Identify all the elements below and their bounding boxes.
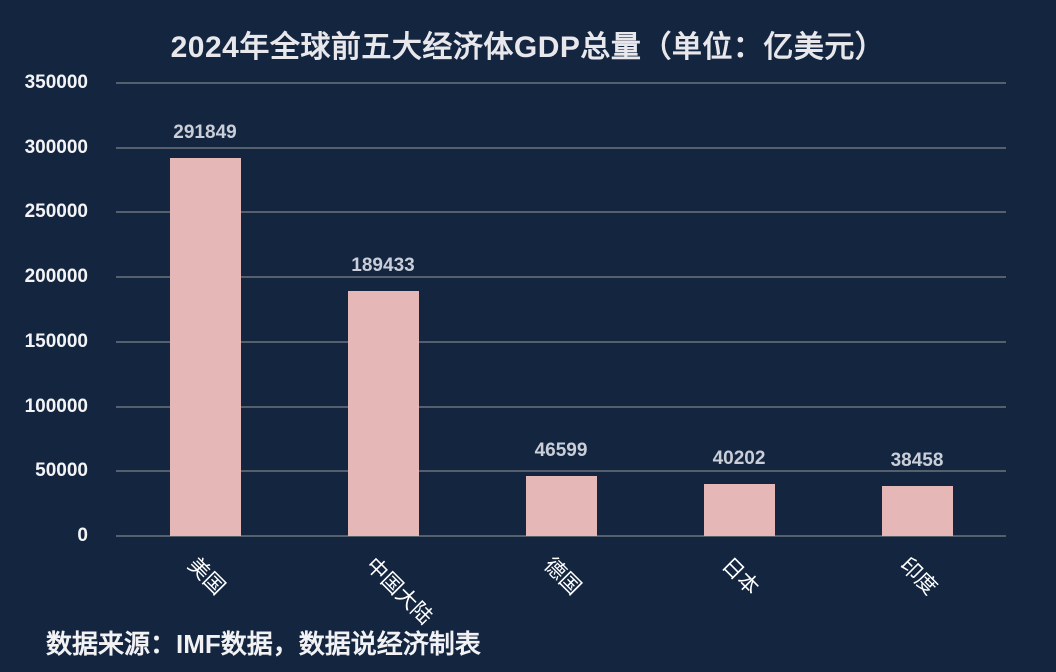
bar xyxy=(347,290,419,536)
gridline xyxy=(116,535,1006,537)
x-tick-label: 中国大陆 xyxy=(361,553,437,630)
y-tick-label: 300000 xyxy=(24,136,88,158)
data-label: 189433 xyxy=(351,254,415,276)
bar xyxy=(703,483,775,536)
gridline xyxy=(116,211,1006,214)
data-label: 38458 xyxy=(890,450,944,472)
plot-area: 291849 189433 46599 40202 38458 xyxy=(116,82,1006,537)
x-tick-label: 德国 xyxy=(539,553,586,600)
x-tick-label: 美国 xyxy=(183,553,230,600)
gridline xyxy=(116,146,1006,149)
bar xyxy=(525,475,597,536)
y-tick-label: 250000 xyxy=(24,201,88,223)
y-tick-label: 50000 xyxy=(35,460,88,482)
x-tick-label: 印度 xyxy=(895,553,942,600)
bar xyxy=(881,486,953,536)
gridline xyxy=(116,82,1006,84)
y-tick-label: 150000 xyxy=(24,330,88,352)
y-tick-label: 100000 xyxy=(24,395,88,417)
chart-title: 2024年全球前五大经济体GDP总量（单位：亿美元） xyxy=(170,31,886,64)
y-tick-label: 200000 xyxy=(24,266,88,288)
data-label: 40202 xyxy=(712,447,766,469)
y-tick-label: 350000 xyxy=(24,72,88,93)
x-tick-label: 日本 xyxy=(717,553,764,600)
data-label: 291849 xyxy=(173,122,237,144)
data-label: 46599 xyxy=(534,439,588,461)
y-tick-label: 0 xyxy=(77,525,88,546)
gridline xyxy=(116,276,1006,279)
gridline xyxy=(116,405,1006,408)
bar xyxy=(169,158,241,536)
source-note: 数据来源：IMF数据，数据说经济制表 xyxy=(46,629,481,659)
gridline xyxy=(116,470,1006,473)
gridline xyxy=(116,340,1006,343)
